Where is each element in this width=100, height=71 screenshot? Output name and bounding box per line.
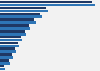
Bar <box>0 21 36 24</box>
Bar <box>0 50 16 53</box>
Bar <box>0 36 21 38</box>
Bar <box>0 65 4 68</box>
Bar <box>0 56 13 59</box>
Bar <box>0 68 5 70</box>
Bar <box>0 53 12 56</box>
Bar <box>0 18 34 21</box>
Bar <box>0 30 25 33</box>
Bar <box>0 42 18 44</box>
Bar <box>0 39 22 41</box>
Bar <box>0 47 15 50</box>
Bar <box>0 27 30 30</box>
Bar <box>0 4 95 6</box>
Bar <box>0 7 46 9</box>
Bar <box>0 15 42 18</box>
Bar <box>0 62 10 65</box>
Bar <box>0 12 40 15</box>
Bar <box>0 45 19 47</box>
Bar <box>0 10 48 12</box>
Bar <box>0 33 26 36</box>
Bar <box>0 1 92 3</box>
Bar <box>0 59 9 62</box>
Bar <box>0 24 29 27</box>
